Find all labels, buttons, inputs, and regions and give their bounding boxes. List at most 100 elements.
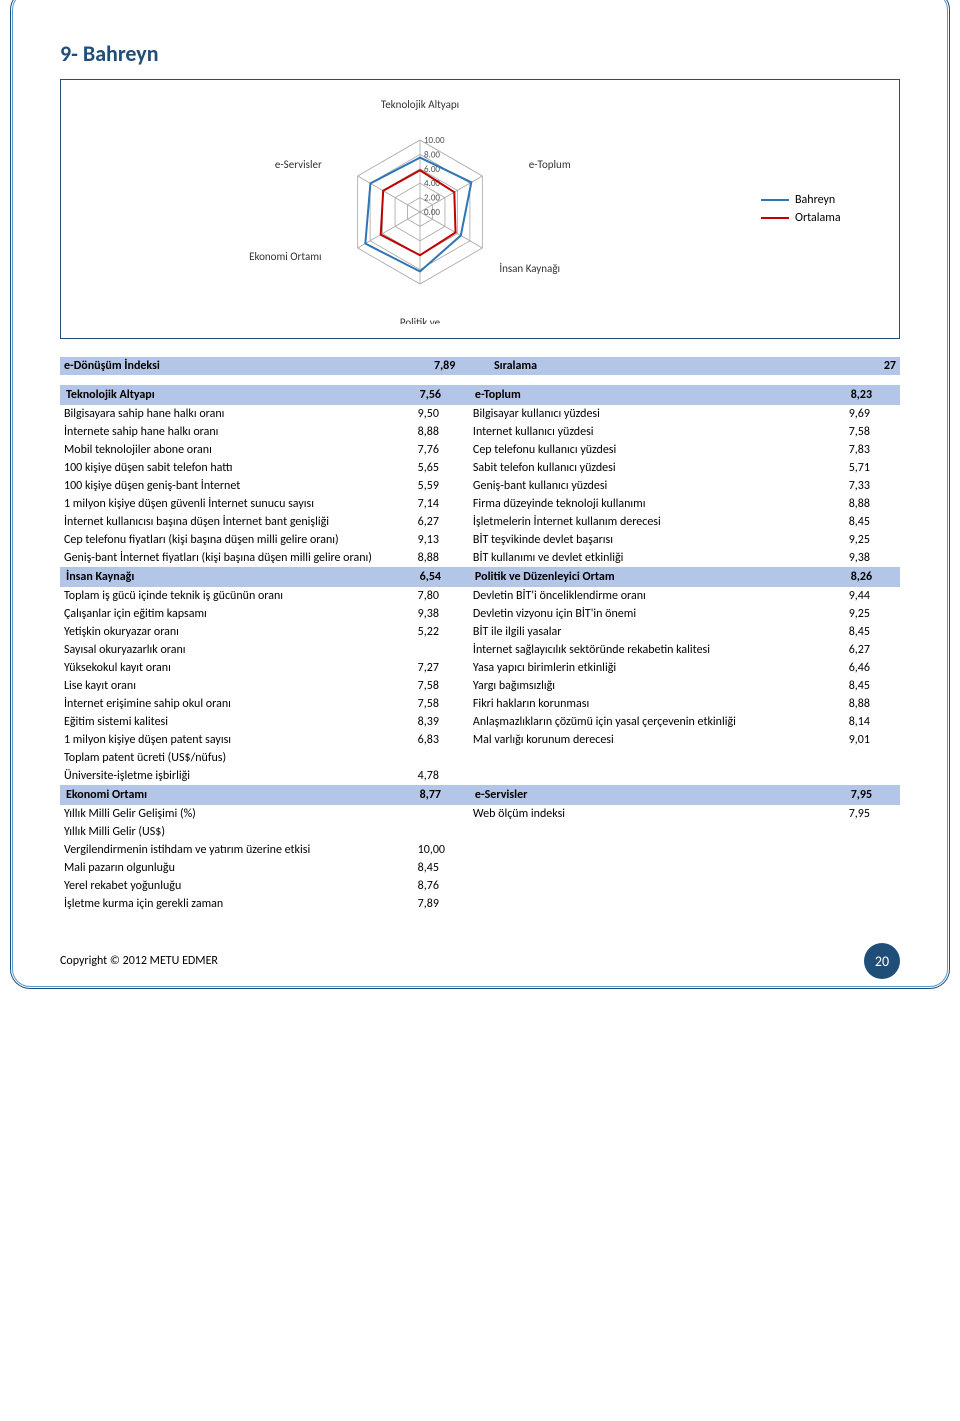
table-row: 100 kişiye düşen geniş-bant İnternet5,59… <box>60 477 900 495</box>
metric-label: Web ölçüm indeksi <box>469 805 845 823</box>
metric-label: Geniş-bant İnternet fiyatları (kişi başı… <box>60 549 414 567</box>
rank-value: 27 <box>850 357 900 375</box>
svg-text:İnsan Kaynağı: İnsan Kaynağı <box>499 262 560 275</box>
svg-text:Politik ve: Politik ve <box>400 316 441 324</box>
metric-label: 1 milyon kişiye düşen patent sayısı <box>60 731 414 749</box>
metric-value: 8,45 <box>845 623 900 641</box>
index-value: 7,89 <box>430 357 490 375</box>
metric-label: İşletme kurma için gerekli zaman <box>60 895 414 913</box>
metric-label: Cep telefonu fiyatları (kişi başına düşe… <box>60 531 414 549</box>
table-row: Yıllık Milli Gelir (US$) <box>60 823 900 841</box>
metric-value <box>414 823 469 841</box>
copyright-text: Copyright © 2012 METU EDMER <box>60 954 218 968</box>
metric-value <box>414 641 469 659</box>
svg-text:e-Toplum: e-Toplum <box>529 158 571 171</box>
metric-value: 8,45 <box>845 677 900 695</box>
metric-label: Üniversite-işletme işbirliği <box>60 767 414 785</box>
metric-value: 9,01 <box>845 731 900 749</box>
metric-value <box>414 749 469 767</box>
metric-value <box>845 859 900 877</box>
metric-value: 9,69 <box>845 405 900 423</box>
metric-label: Firma düzeyinde teknoloji kullanımı <box>469 495 845 513</box>
metric-value <box>845 895 900 913</box>
metric-label <box>469 859 845 877</box>
metric-value: 8,45 <box>414 859 469 877</box>
table-row: Üniversite-işletme işbirliği4,78 <box>60 767 900 785</box>
left-section-value: 8,77 <box>414 785 469 805</box>
metric-value <box>845 823 900 841</box>
metric-value: 8,88 <box>845 495 900 513</box>
metric-label: Yasa yapıcı birimlerin etkinliği <box>469 659 845 677</box>
metric-label: Toplam iş gücü içinde teknik iş gücünün … <box>60 587 414 605</box>
metric-label: Mali pazarın olgunluğu <box>60 859 414 877</box>
metric-label: Fikri hakların korunması <box>469 695 845 713</box>
svg-text:8.00: 8.00 <box>424 149 440 160</box>
metric-value <box>845 841 900 859</box>
metric-label <box>469 749 845 767</box>
metric-label: Mobil teknolojiler abone oranı <box>60 441 414 459</box>
metric-label <box>469 895 845 913</box>
metric-value: 7,76 <box>414 441 469 459</box>
table-row: Toplam patent ücreti (US$/nüfus) <box>60 749 900 767</box>
table-row: Yerel rekabet yoğunluğu8,76 <box>60 877 900 895</box>
metric-value: 8,39 <box>414 713 469 731</box>
svg-text:10.00: 10.00 <box>424 135 445 146</box>
table-row: 1 milyon kişiye düşen patent sayısı6,83M… <box>60 731 900 749</box>
metric-label: Bilgisayar kullanıcı yüzdesi <box>469 405 845 423</box>
metric-value: 7,83 <box>845 441 900 459</box>
metric-label: 100 kişiye düşen geniş-bant İnternet <box>60 477 414 495</box>
table-row: Lise kayıt oranı7,58Yargı bağımsızlığı8,… <box>60 677 900 695</box>
metric-label: İnternete sahip hane halkı oranı <box>60 423 414 441</box>
metric-value: 8,76 <box>414 877 469 895</box>
svg-text:Teknolojik Altyapı: Teknolojik Altyapı <box>381 98 459 111</box>
metric-value: 6,27 <box>414 513 469 531</box>
metric-value: 7,95 <box>845 805 900 823</box>
metric-value: 8,14 <box>845 713 900 731</box>
svg-text:e-Servisler: e-Servisler <box>275 158 322 171</box>
table-row: 1 milyon kişiye düşen güvenli İnternet s… <box>60 495 900 513</box>
metric-value: 9,13 <box>414 531 469 549</box>
metric-label: BİT teşvikinde devlet başarısı <box>469 531 845 549</box>
metric-value: 7,27 <box>414 659 469 677</box>
metric-value: 4,78 <box>414 767 469 785</box>
metric-value: 9,25 <box>845 531 900 549</box>
right-section-header: e-Toplum <box>469 385 845 405</box>
metric-value: 5,22 <box>414 623 469 641</box>
left-section-value: 6,54 <box>414 567 469 587</box>
section-header-row: Teknolojik Altyapı7,56e-Toplum8,23 <box>60 385 900 405</box>
radar-chart-container: 10.008.006.004.002.000.00Teknolojik Alty… <box>60 79 900 339</box>
table-row: İnternet erişimine sahip okul oranı7,58F… <box>60 695 900 713</box>
metric-label: Yargı bağımsızlığı <box>469 677 845 695</box>
table-row: Mobil teknolojiler abone oranı7,76Cep te… <box>60 441 900 459</box>
metric-label: Mal varlığı korunum derecesi <box>469 731 845 749</box>
metric-label: BİT ile ilgili yasalar <box>469 623 845 641</box>
metric-label: BİT kullanımı ve devlet etkinliği <box>469 549 845 567</box>
metric-label: Internet kullanıcı yüzdesi <box>469 423 845 441</box>
section-header-row: Ekonomi Ortamı8,77e-Servisler7,95 <box>60 785 900 805</box>
metric-label <box>469 823 845 841</box>
metric-value: 7,58 <box>414 677 469 695</box>
metric-value <box>845 877 900 895</box>
svg-text:0.00: 0.00 <box>424 207 440 218</box>
metric-value <box>414 805 469 823</box>
left-section-value: 7,56 <box>414 385 469 405</box>
metric-label: Yetişkin okuryazar oranı <box>60 623 414 641</box>
metric-value: 7,58 <box>845 423 900 441</box>
table-row: Yıllık Milli Gelir Gelişimi (%) Web ölçüm… <box>60 805 900 823</box>
metric-value <box>845 749 900 767</box>
section-header-row: İnsan Kaynağı6,54Politik ve Düzenleyici … <box>60 567 900 587</box>
metric-value: 9,50 <box>414 405 469 423</box>
metric-value: 7,80 <box>414 587 469 605</box>
legend-item: Bahreyn <box>761 193 881 207</box>
metric-value: 7,14 <box>414 495 469 513</box>
metric-value: 5,59 <box>414 477 469 495</box>
metric-label <box>469 767 845 785</box>
metric-label: Yıllık Milli Gelir Gelişimi (%) <box>60 805 414 823</box>
metric-value: 7,89 <box>414 895 469 913</box>
metric-value: 9,38 <box>414 605 469 623</box>
table-row: Cep telefonu fiyatları (kişi başına düşe… <box>60 531 900 549</box>
metric-label: İnternet kullanıcısı başına düşen İntern… <box>60 513 414 531</box>
metric-value: 8,88 <box>414 549 469 567</box>
metric-value: 6,27 <box>845 641 900 659</box>
svg-text:2.00: 2.00 <box>424 193 440 204</box>
